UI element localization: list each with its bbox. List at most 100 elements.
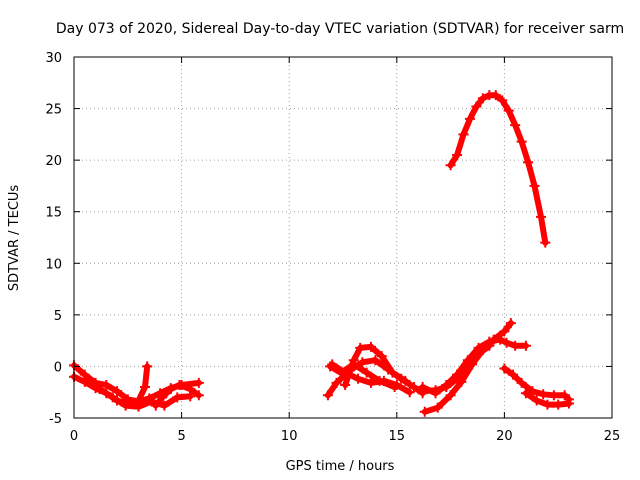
x-tick-label: 15 bbox=[389, 429, 406, 444]
data-point bbox=[462, 361, 473, 372]
series-track bbox=[501, 365, 572, 403]
x-axis-title: GPS time / hours bbox=[286, 459, 395, 474]
data-point bbox=[520, 388, 531, 399]
plot-frame bbox=[73, 56, 613, 419]
data-point bbox=[409, 382, 420, 393]
data-point bbox=[404, 387, 415, 398]
data-point bbox=[172, 392, 183, 403]
data-point bbox=[510, 340, 521, 351]
data-point bbox=[355, 342, 366, 353]
data-point bbox=[112, 386, 123, 397]
grid-lines bbox=[74, 57, 612, 418]
y-tick-label: 15 bbox=[45, 206, 62, 221]
data-point bbox=[374, 375, 385, 386]
y-tick-label: 5 bbox=[54, 309, 62, 324]
data-point bbox=[376, 351, 387, 362]
series-high-arc bbox=[445, 90, 551, 248]
data-point bbox=[140, 382, 151, 393]
data-point bbox=[441, 382, 452, 393]
data-point bbox=[157, 392, 168, 403]
data-point bbox=[538, 389, 549, 400]
data-point bbox=[503, 105, 514, 116]
data-point bbox=[542, 399, 553, 410]
data-point bbox=[389, 382, 400, 393]
data-point bbox=[464, 113, 475, 124]
data-point bbox=[497, 95, 508, 106]
series-evening-tail bbox=[499, 363, 574, 405]
tick-labels: 0 5 10 15 20 25 -5 0 5 10 15 20 25 30 bbox=[45, 51, 620, 444]
data-point bbox=[548, 390, 559, 401]
data-point bbox=[563, 398, 574, 409]
data-point bbox=[430, 385, 441, 396]
data-point bbox=[365, 377, 376, 388]
data-point bbox=[540, 237, 551, 248]
data-point bbox=[488, 334, 499, 345]
data-point bbox=[174, 379, 185, 390]
series-evening-tail-b bbox=[520, 388, 574, 410]
data-point bbox=[553, 399, 564, 410]
x-tick-label: 25 bbox=[604, 429, 621, 444]
data-point bbox=[516, 136, 527, 147]
series-midday-cluster-d bbox=[325, 359, 400, 393]
data-point bbox=[322, 390, 333, 401]
data-point bbox=[471, 101, 482, 112]
x-tick-label: 20 bbox=[496, 429, 513, 444]
data-point bbox=[510, 120, 521, 131]
data-point bbox=[365, 341, 376, 352]
x-tick-label: 5 bbox=[177, 429, 185, 444]
data-point bbox=[159, 400, 170, 411]
data-point bbox=[484, 340, 495, 351]
data-point bbox=[335, 367, 346, 378]
data-point bbox=[79, 376, 90, 387]
data-point bbox=[107, 392, 118, 403]
data-point bbox=[387, 367, 398, 378]
data-point bbox=[193, 390, 204, 401]
data-point bbox=[473, 349, 484, 360]
data-point bbox=[120, 400, 131, 411]
data-point bbox=[370, 355, 381, 366]
data-point bbox=[325, 361, 336, 372]
y-tick-label: 10 bbox=[45, 257, 62, 272]
x-tick-label: 10 bbox=[281, 429, 298, 444]
series-rising-arc-c bbox=[417, 340, 495, 397]
series-track bbox=[327, 361, 398, 391]
data-point bbox=[165, 384, 176, 395]
data-point bbox=[185, 391, 196, 402]
data-point bbox=[361, 367, 372, 378]
x-tick-label: 0 bbox=[70, 429, 78, 444]
data-point bbox=[499, 326, 510, 337]
data-point bbox=[400, 375, 411, 386]
data-point bbox=[477, 93, 488, 104]
data-point bbox=[452, 149, 463, 160]
series-early-cluster-d bbox=[94, 384, 196, 412]
data-point bbox=[331, 377, 342, 388]
series-track bbox=[447, 92, 549, 246]
data-point bbox=[523, 157, 534, 168]
y-tick-label: 30 bbox=[45, 51, 62, 66]
data-point bbox=[193, 377, 204, 388]
data-point bbox=[133, 401, 144, 412]
data-point bbox=[535, 211, 546, 222]
data-point bbox=[501, 337, 512, 348]
data-point bbox=[508, 369, 519, 380]
chart-title: Day 073 of 2020, Sidereal Day-to-day VTE… bbox=[56, 21, 624, 37]
data-point bbox=[348, 359, 359, 370]
data-point bbox=[142, 361, 153, 372]
data-point bbox=[520, 340, 531, 351]
data-point bbox=[432, 402, 443, 413]
data-point bbox=[419, 406, 430, 417]
y-tick-label: 0 bbox=[54, 360, 62, 375]
data-point bbox=[94, 384, 105, 395]
data-point bbox=[445, 390, 456, 401]
data-point bbox=[340, 379, 351, 390]
data-point bbox=[516, 377, 527, 388]
data-point bbox=[146, 396, 157, 407]
data-point bbox=[529, 180, 540, 191]
data-point bbox=[458, 129, 469, 140]
series-track bbox=[96, 386, 194, 410]
data-point bbox=[417, 386, 428, 397]
data-point bbox=[531, 395, 542, 406]
data-point bbox=[353, 373, 364, 384]
data-point bbox=[445, 160, 456, 171]
